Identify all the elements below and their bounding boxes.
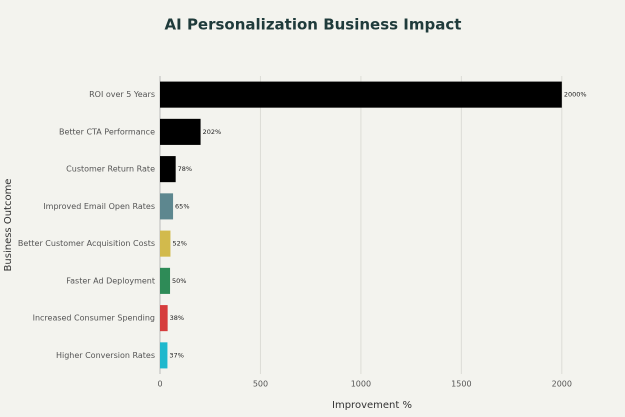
value-label: 2000%	[564, 91, 587, 99]
x-tick-label: 1500	[451, 380, 471, 389]
y-tick-label: Faster Ad Deployment	[66, 276, 155, 285]
value-label: 37%	[169, 351, 183, 359]
x-axis-label: Improvement %	[332, 400, 412, 411]
x-tick-label: 1000	[351, 380, 371, 389]
x-tick-label: 2000	[552, 380, 572, 389]
y-tick-label: Higher Conversion Rates	[56, 351, 155, 360]
y-tick-label: Improved Email Open Rates	[43, 202, 155, 211]
y-tick-label: Increased Consumer Spending	[33, 314, 155, 323]
y-tick-label: Better Customer Acquisition Costs	[18, 239, 155, 248]
bar	[160, 193, 174, 220]
bar	[160, 81, 562, 108]
value-label: 202%	[203, 128, 222, 136]
value-label: 65%	[175, 202, 189, 210]
x-tick-label: 500	[253, 380, 268, 389]
x-tick-label: 0	[157, 380, 162, 389]
y-tick-label: Customer Return Rate	[66, 165, 155, 174]
bar	[160, 230, 171, 257]
bar	[160, 342, 168, 369]
value-label: 52%	[172, 240, 186, 248]
bar	[160, 305, 168, 332]
chart-title: AI Personalization Business Impact	[165, 16, 462, 34]
bar	[160, 267, 171, 294]
value-label: 78%	[178, 165, 192, 173]
y-axis-label: Business Outcome	[3, 179, 14, 272]
bar	[160, 156, 176, 183]
y-tick-label: ROI over 5 Years	[89, 90, 155, 99]
y-tick-label: Better CTA Performance	[59, 127, 155, 136]
value-label: 38%	[170, 314, 184, 322]
bar	[160, 118, 201, 145]
value-label: 50%	[172, 277, 186, 285]
